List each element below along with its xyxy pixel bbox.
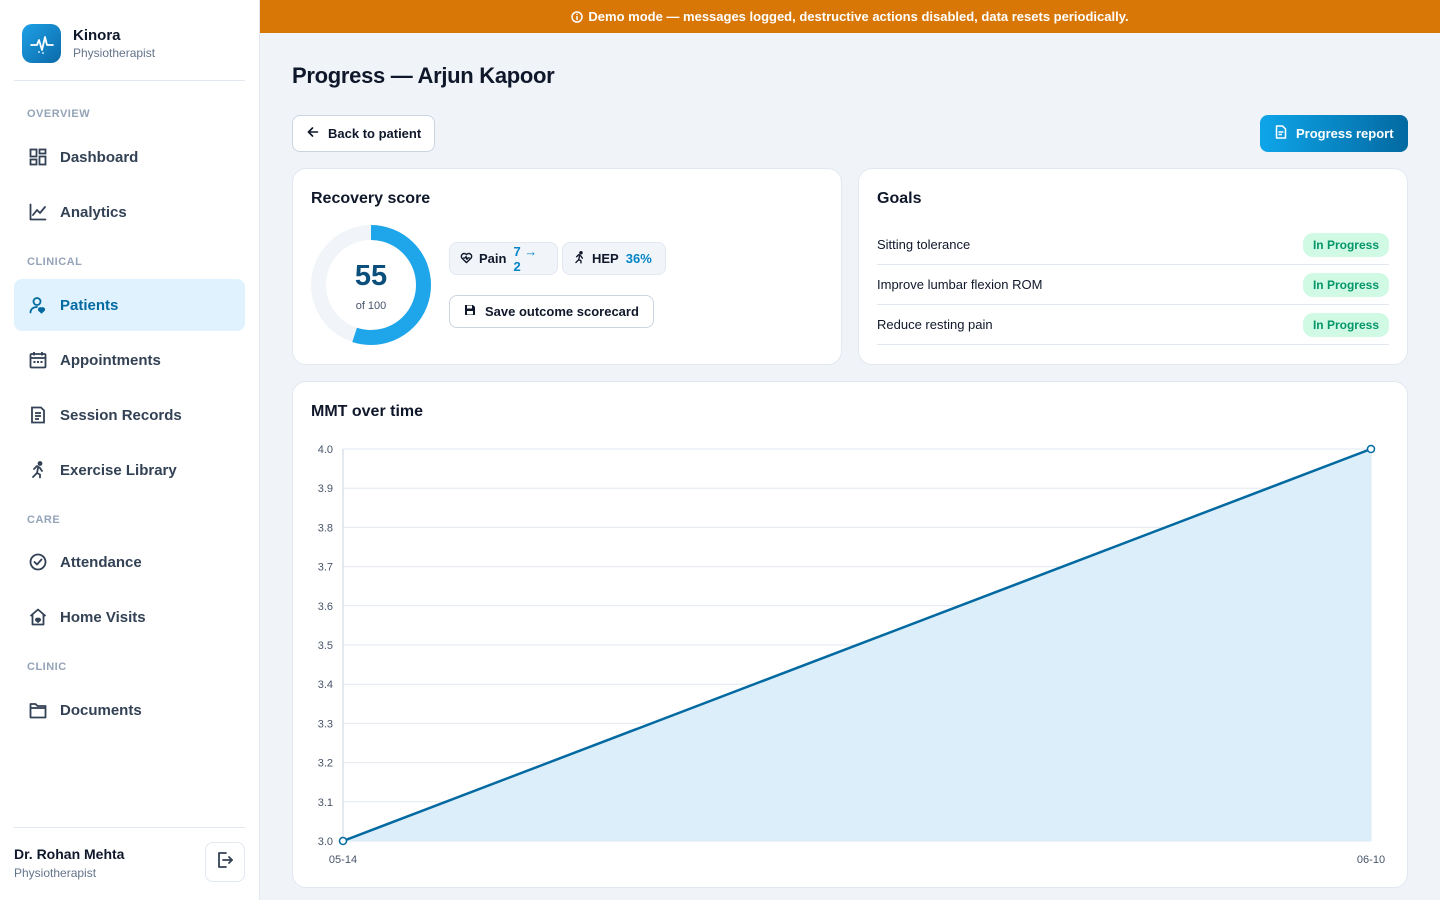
x-tick-label: 06-10 bbox=[1357, 854, 1385, 866]
records-icon bbox=[27, 404, 49, 426]
y-tick-label: 3.5 bbox=[318, 640, 333, 652]
recovery-score-card: Recovery score 55 of 100 Pain 7 → 2 HEP … bbox=[292, 168, 842, 365]
sidebar: Kinora Physiotherapist OVERVIEW Dashboar… bbox=[0, 0, 260, 900]
back-to-patient-label: Back to patient bbox=[328, 126, 422, 141]
save-outcome-scorecard-button[interactable]: Save outcome scorecard bbox=[449, 295, 654, 328]
heart-pulse-icon bbox=[460, 251, 473, 267]
user-name: Dr. Rohan Mehta bbox=[14, 846, 125, 862]
sidebar-item-label: Dashboard bbox=[60, 148, 139, 166]
running-icon bbox=[573, 250, 586, 267]
page-title: Progress — Arjun Kapoor bbox=[292, 63, 555, 88]
save-outcome-scorecard-label: Save outcome scorecard bbox=[485, 304, 639, 319]
sidebar-item-label: Analytics bbox=[60, 203, 127, 221]
goal-name: Sitting tolerance bbox=[877, 237, 971, 252]
sidebar-item-patients[interactable]: Patients bbox=[14, 279, 245, 331]
back-to-patient-button[interactable]: Back to patient bbox=[292, 115, 435, 152]
folder-icon bbox=[27, 699, 49, 721]
running-icon bbox=[27, 459, 49, 481]
hep-value: 36% bbox=[625, 251, 652, 266]
pain-value: 7 → 2 bbox=[513, 243, 538, 274]
status-badge: In Progress bbox=[1302, 232, 1389, 257]
sidebar-item-attendance[interactable]: Attendance bbox=[14, 536, 245, 588]
y-tick-label: 3.8 bbox=[318, 522, 333, 534]
y-tick-label: 3.0 bbox=[318, 836, 333, 848]
ring-progress bbox=[311, 225, 431, 345]
info-icon bbox=[571, 10, 584, 23]
pain-label: Pain bbox=[479, 251, 507, 266]
demo-mode-banner: Demo mode — messages logged, destructive… bbox=[260, 0, 1440, 33]
recovery-score-value: 55 bbox=[354, 260, 388, 292]
data-point bbox=[1366, 444, 1376, 454]
y-tick-label: 3.2 bbox=[318, 758, 333, 770]
y-tick-label: 3.7 bbox=[318, 562, 333, 574]
y-tick-label: 3.1 bbox=[318, 797, 333, 809]
calendar-icon bbox=[27, 349, 49, 371]
recovery-score-of: of 100 bbox=[355, 300, 387, 312]
sidebar-item-analytics[interactable]: Analytics bbox=[14, 186, 245, 238]
goal-name: Improve lumbar flexion ROM bbox=[877, 277, 1043, 292]
y-tick-label: 3.6 bbox=[318, 601, 333, 613]
sidebar-item-label: Attendance bbox=[60, 553, 142, 571]
goal-name: Reduce resting pain bbox=[877, 317, 993, 332]
sidebar-item-exercise-library[interactable]: Exercise Library bbox=[14, 444, 245, 496]
hep-label: HEP bbox=[592, 251, 619, 266]
home-icon bbox=[27, 606, 49, 628]
y-tick-label: 3.4 bbox=[318, 679, 333, 691]
status-badge: In Progress bbox=[1302, 312, 1389, 337]
goal-row: Reduce resting pain In Progress bbox=[877, 305, 1389, 345]
recovery-score-ring bbox=[311, 225, 431, 345]
brand[interactable]: Kinora Physiotherapist bbox=[22, 24, 155, 63]
y-tick-label: 3.9 bbox=[318, 483, 333, 495]
progress-report-button[interactable]: Progress report bbox=[1260, 115, 1408, 152]
logout-button[interactable] bbox=[205, 842, 245, 882]
data-point bbox=[338, 836, 348, 846]
mmt-line-chart: 4.0 3.9 3.8 3.7 3.6 3.5 3.4 3.3 3.2 3.1 3.0 05-14 06… bbox=[318, 444, 1385, 866]
patient-icon bbox=[27, 294, 49, 316]
chart-line-icon bbox=[27, 201, 49, 223]
arrow-left-icon bbox=[307, 126, 319, 141]
sidebar-item-session-records[interactable]: Session Records bbox=[14, 389, 245, 441]
banner-text: Demo mode — messages logged, destructive… bbox=[588, 9, 1129, 24]
y-tick-label: 3.3 bbox=[318, 718, 333, 730]
y-tick-label: 4.0 bbox=[318, 444, 333, 456]
chart-title: MMT over time bbox=[311, 403, 424, 420]
nav-section-overview: OVERVIEW bbox=[27, 108, 91, 120]
logout-icon bbox=[216, 851, 234, 874]
goals-card: Goals Sitting tolerance In Progress Impr… bbox=[858, 168, 1408, 365]
brand-name: Kinora bbox=[73, 26, 121, 44]
nav-section-care: CARE bbox=[27, 514, 61, 526]
goals-title: Goals bbox=[877, 190, 922, 207]
pain-chip: Pain 7 → 2 bbox=[449, 242, 558, 275]
sidebar-item-appointments[interactable]: Appointments bbox=[14, 334, 245, 386]
recovery-score-title: Recovery score bbox=[311, 190, 431, 207]
goal-row: Improve lumbar flexion ROM In Progress bbox=[877, 265, 1389, 305]
sidebar-item-documents[interactable]: Documents bbox=[14, 684, 245, 736]
sidebar-item-label: Documents bbox=[60, 701, 142, 719]
document-icon bbox=[1274, 125, 1288, 142]
divider bbox=[14, 80, 245, 81]
save-icon bbox=[464, 304, 476, 319]
mmt-chart-card: MMT over time 4.0 3.9 3.8 3.7 3.6 3.5 3.4 3.3 3.… bbox=[292, 381, 1408, 888]
sidebar-item-label: Exercise Library bbox=[60, 461, 177, 479]
hep-chip: HEP 36% bbox=[562, 242, 666, 275]
nav-section-clinic: CLINIC bbox=[27, 661, 67, 673]
check-circle-icon bbox=[27, 551, 49, 573]
user-role: Physiotherapist bbox=[14, 866, 97, 880]
pulse-logo-icon bbox=[22, 24, 61, 63]
sidebar-item-label: Home Visits bbox=[60, 608, 146, 626]
brand-role: Physiotherapist bbox=[73, 45, 156, 60]
progress-report-label: Progress report bbox=[1296, 126, 1394, 141]
nav-section-clinical: CLINICAL bbox=[27, 256, 83, 268]
sidebar-item-label: Session Records bbox=[60, 406, 182, 424]
status-badge: In Progress bbox=[1302, 272, 1389, 297]
dashboard-icon bbox=[27, 146, 49, 168]
x-tick-label: 05-14 bbox=[329, 854, 357, 866]
sidebar-item-label: Appointments bbox=[60, 351, 161, 369]
sidebar-item-dashboard[interactable]: Dashboard bbox=[14, 131, 245, 183]
series-line bbox=[342, 447, 1372, 843]
sidebar-footer-divider bbox=[14, 827, 245, 828]
sidebar-item-home-visits[interactable]: Home Visits bbox=[14, 591, 245, 643]
sidebar-item-label: Patients bbox=[60, 296, 119, 314]
goal-row: Sitting tolerance In Progress bbox=[877, 225, 1389, 265]
